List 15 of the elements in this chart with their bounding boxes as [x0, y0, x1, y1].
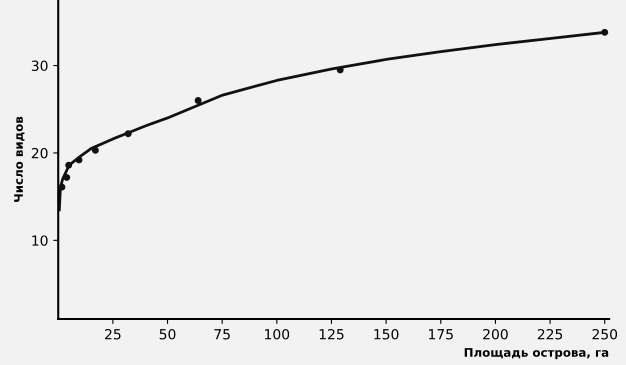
y-tick-label: 20	[32, 148, 48, 158]
x-tick-label: 75	[214, 329, 230, 340]
x-tick-label: 50	[160, 328, 176, 340]
y-tick-label: 30	[32, 60, 48, 72]
x-tick-label: 200	[483, 328, 508, 340]
y-tick-label: 10	[32, 235, 48, 246]
x-tick-label: 225	[538, 328, 562, 340]
x-tick-label: 250	[592, 328, 618, 340]
y-axis-title: Число видов	[14, 116, 24, 202]
x-tick-label: 100	[265, 328, 290, 340]
x-axis-title: Площадь острова, га	[464, 348, 608, 360]
x-tick-label: 25	[105, 328, 120, 340]
x-tick-label: 125	[320, 328, 344, 340]
x-tick-label: 175	[429, 329, 453, 340]
x-tick-label: 150	[374, 328, 398, 340]
